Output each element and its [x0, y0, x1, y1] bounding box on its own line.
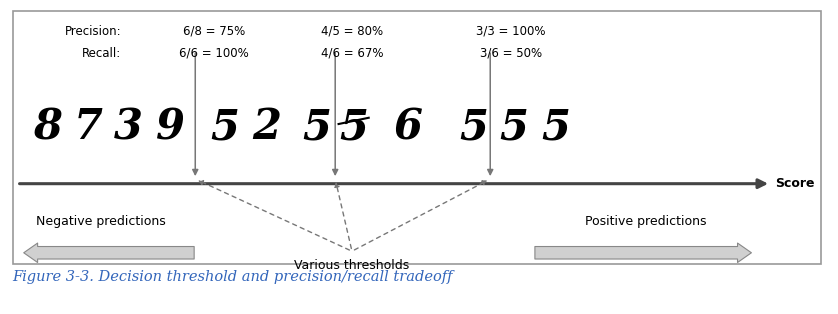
Text: Score: Score: [775, 177, 815, 190]
Text: 4/5 = 80%: 4/5 = 80%: [321, 25, 383, 38]
FancyArrowPatch shape: [535, 243, 752, 263]
FancyBboxPatch shape: [13, 11, 821, 264]
Text: 2: 2: [252, 106, 281, 148]
Text: 5: 5: [459, 106, 488, 148]
Text: Negative predictions: Negative predictions: [36, 215, 165, 228]
Text: 6: 6: [395, 106, 423, 148]
Text: 6/8 = 75%: 6/8 = 75%: [183, 25, 245, 38]
Text: 8: 8: [34, 106, 62, 148]
Text: 9: 9: [156, 106, 184, 148]
Text: 5: 5: [303, 106, 331, 148]
Text: Figure 3-3. Decision threshold and precision/recall tradeoff: Figure 3-3. Decision threshold and preci…: [13, 270, 453, 284]
Text: Precision:: Precision:: [65, 25, 122, 38]
Text: 3/3 = 100%: 3/3 = 100%: [477, 25, 546, 38]
Text: 5: 5: [499, 106, 528, 148]
Text: Recall:: Recall:: [82, 47, 122, 60]
Text: 6/6 = 100%: 6/6 = 100%: [178, 47, 249, 60]
Text: Various thresholds: Various thresholds: [294, 259, 410, 272]
Text: Positive predictions: Positive predictions: [585, 215, 706, 228]
Text: 5: 5: [210, 106, 239, 148]
Text: 7: 7: [74, 106, 102, 148]
Text: 5: 5: [339, 106, 368, 148]
Text: 3: 3: [114, 106, 142, 148]
Text: 5: 5: [541, 106, 570, 148]
Text: 3/6 = 50%: 3/6 = 50%: [480, 47, 542, 60]
FancyArrowPatch shape: [23, 243, 194, 263]
Text: 4/6 = 67%: 4/6 = 67%: [321, 47, 383, 60]
